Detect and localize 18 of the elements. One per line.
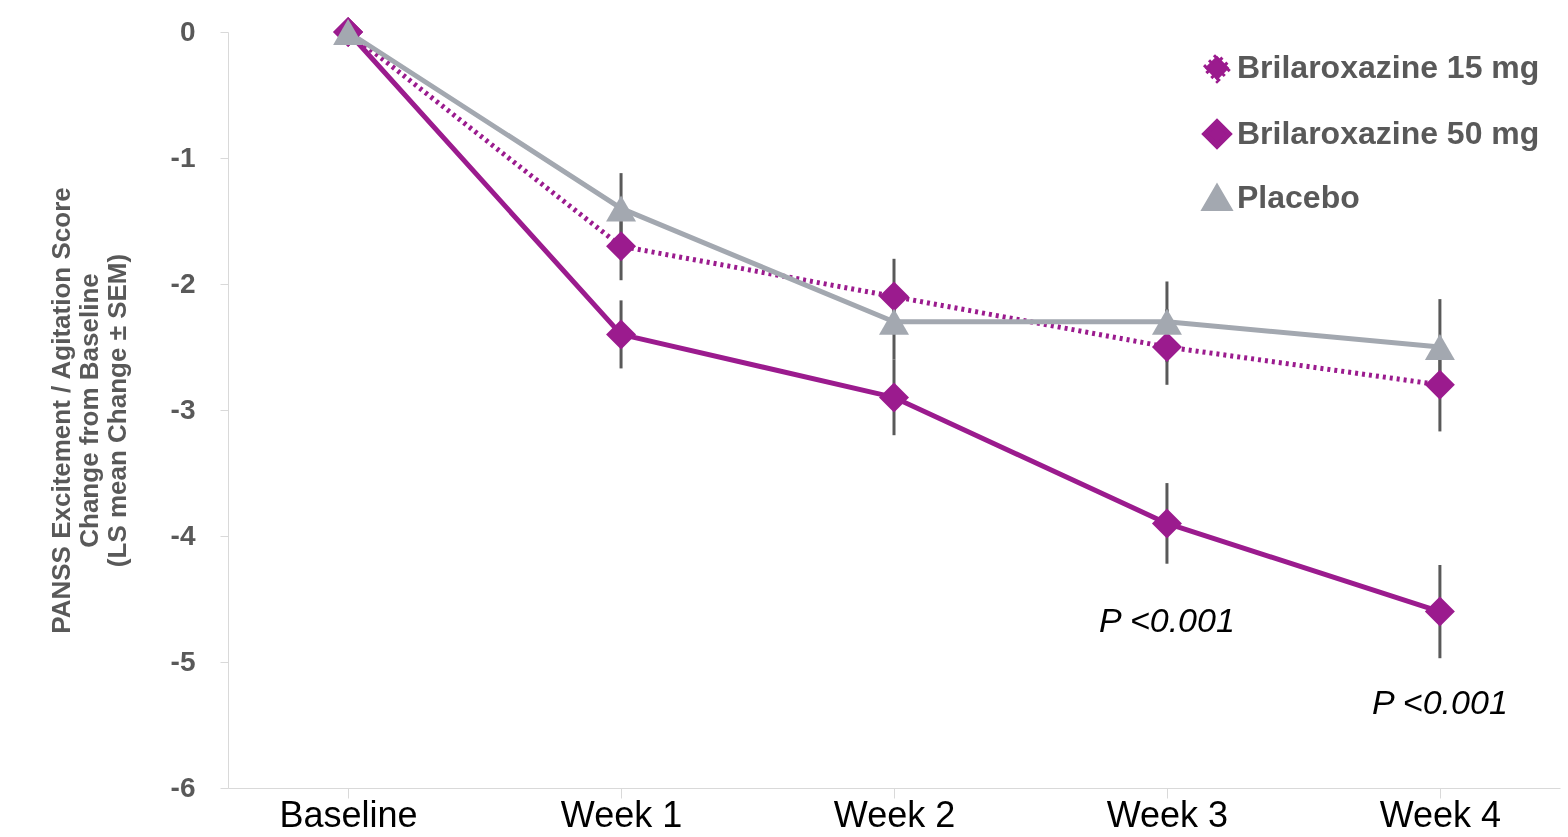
- x-tick-label: Week 3: [1106, 793, 1229, 835]
- y-tick-label: -5: [170, 645, 196, 677]
- y-tick-label: -2: [170, 267, 196, 299]
- legend-label: Placebo: [1237, 179, 1360, 215]
- y-tick-label: -6: [170, 771, 196, 803]
- x-tick-label: Baseline: [279, 793, 418, 835]
- x-tick-label: Week 4: [1379, 793, 1502, 835]
- y-tick-label: -3: [170, 393, 196, 425]
- y-tick-label: -1: [170, 141, 196, 173]
- y-tick-label: 0: [179, 15, 196, 47]
- x-tick-label: Week 1: [560, 793, 683, 835]
- y-axis-title: PANSS Excitement / Agitation Score Change from Baseline (LS mean Change ± SEM): [45, 187, 132, 634]
- annotation: P <0.001: [1099, 601, 1235, 639]
- annotation: P <0.001: [1372, 683, 1508, 721]
- legend-label: Brilaroxazine 50 mg: [1237, 115, 1540, 151]
- legend-label: Brilaroxazine 15 mg: [1237, 49, 1540, 85]
- x-tick-label: Week 2: [833, 793, 956, 835]
- y-tick-label: -4: [170, 519, 196, 551]
